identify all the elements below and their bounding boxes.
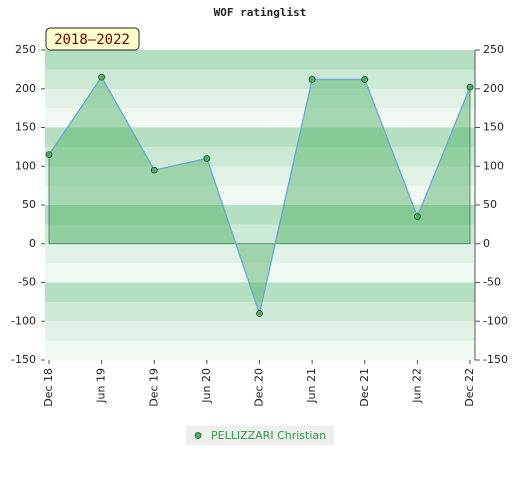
legend-label: PELLIZZARI Christian <box>211 429 326 442</box>
point <box>98 73 106 81</box>
y2-tick-label: 0 <box>483 237 490 250</box>
background-band <box>45 263 475 283</box>
point <box>45 151 53 159</box>
x-tick-label: Dec 19 <box>147 368 160 407</box>
background-band <box>45 50 475 70</box>
y-tick-label: -100 <box>11 314 36 327</box>
y2-tick-label: -50 <box>483 276 501 289</box>
point <box>361 76 369 83</box>
y-tick-label: -50 <box>18 276 36 289</box>
y2-tick-label: 200 <box>483 82 504 95</box>
background-band <box>45 88 475 109</box>
y-tick-label: 100 <box>15 159 36 172</box>
y-tick-label: -150 <box>11 353 36 366</box>
y-tick-label: 0 <box>29 237 36 250</box>
point <box>466 83 474 91</box>
point <box>256 310 263 317</box>
point <box>203 155 211 162</box>
background-band <box>45 282 475 303</box>
legend-marker <box>194 432 202 439</box>
chart-title: WOF ratinglist <box>214 6 307 19</box>
y-tick-label: 200 <box>15 82 36 95</box>
background-band <box>45 224 475 245</box>
legend-box <box>186 426 334 445</box>
y2-tick-label: -100 <box>483 314 508 327</box>
y-tick-label: 150 <box>15 121 36 134</box>
x-tick-label: Jun 21 <box>305 368 318 404</box>
point <box>413 213 421 221</box>
annotation-box <box>45 27 140 51</box>
y-tick-label: 250 <box>15 43 36 56</box>
y2-tick-label: 50 <box>483 198 497 211</box>
background-band <box>45 340 475 361</box>
y2-tick-label: -150 <box>483 353 508 366</box>
x-tick-label: Dec 18 <box>42 368 55 407</box>
background-band <box>45 243 475 264</box>
background-band <box>45 146 475 167</box>
background-band <box>45 205 475 225</box>
x-tick-label: Jun 20 <box>200 368 213 404</box>
background-band <box>45 69 475 90</box>
x-tick-label: Dec 22 <box>463 368 476 407</box>
y2-tick-label: 250 <box>483 43 504 56</box>
background-band <box>45 321 475 342</box>
x-tick-label: Dec 21 <box>358 368 371 407</box>
y2-tick-label: 150 <box>483 121 504 134</box>
x-tick-label: Jun 22 <box>410 368 423 404</box>
annotation: 2018–2022 <box>54 32 130 48</box>
background-band <box>45 108 475 128</box>
y-tick-label: 50 <box>22 198 36 211</box>
x-tick-label: Jun 19 <box>95 368 108 404</box>
point <box>308 76 316 83</box>
background-band <box>45 127 475 148</box>
x-tick-label: Dec 20 <box>253 368 266 407</box>
y2-tick-label: 100 <box>483 159 504 172</box>
point <box>150 166 158 174</box>
background-band <box>45 185 475 206</box>
